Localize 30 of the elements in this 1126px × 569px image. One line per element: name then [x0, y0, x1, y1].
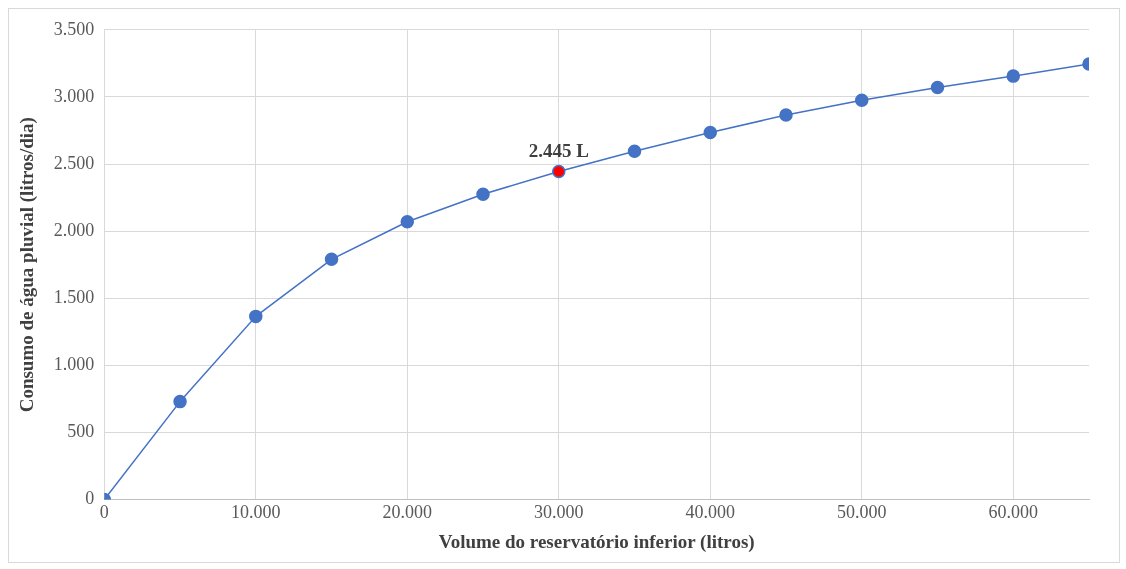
x-tick-label: 10.000 — [231, 502, 281, 523]
y-tick-label: 3.500 — [53, 18, 95, 39]
point — [400, 215, 415, 229]
y-tick-label: 3.000 — [53, 85, 95, 106]
x-tick-label: 50.000 — [837, 502, 887, 523]
point — [476, 187, 490, 201]
x-axis-title: Volume do reservatório inferior (litros) — [438, 530, 755, 553]
x-tick-label: 0 — [99, 502, 109, 523]
point — [249, 309, 263, 324]
x-tick-label: 60.000 — [988, 502, 1038, 523]
point — [703, 125, 718, 140]
y-tick-label: 1.500 — [53, 286, 95, 307]
point — [627, 144, 642, 159]
point — [930, 80, 945, 95]
y-tick-label: 2.000 — [53, 219, 95, 240]
y-tick-label: 1.000 — [53, 354, 95, 375]
point — [1006, 69, 1020, 83]
point — [324, 252, 339, 267]
y-tick-label: 2.500 — [53, 152, 95, 173]
point — [779, 108, 793, 122]
y-tick-label: 500 — [67, 421, 95, 442]
x-tick-label: 40.000 — [685, 502, 736, 523]
y-tick-label: 0 — [85, 488, 95, 509]
point — [552, 164, 566, 179]
x-tick-label: 20.000 — [382, 502, 433, 523]
x-tick-label: 30.000 — [534, 502, 584, 523]
annotation: 2.445 L — [528, 139, 589, 161]
point — [173, 394, 187, 409]
point — [855, 93, 869, 108]
y-axis-title: Consumo de água pluvial (litros/dia) — [16, 117, 39, 413]
